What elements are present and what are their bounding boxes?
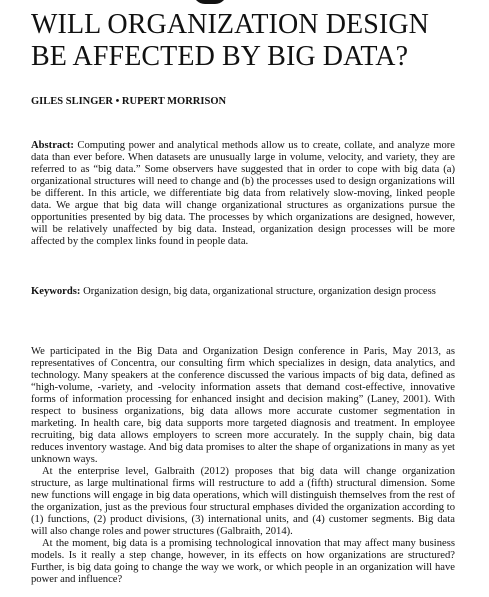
keywords-label: Keywords: bbox=[31, 286, 81, 297]
article-title: WILL ORGANIZATION DESIGN BE AFFECTED BY … bbox=[31, 9, 429, 72]
abstract-text: Computing power and analytical methods a… bbox=[31, 140, 455, 247]
abstract-label: Abstract: bbox=[31, 140, 74, 151]
body-paragraph-2: At the enterprise level, Galbraith (2012… bbox=[31, 466, 455, 537]
keywords-section: Keywords: Organization design, big data,… bbox=[31, 286, 455, 298]
abstract-section: Abstract: Computing power and analytical… bbox=[31, 140, 455, 248]
body-paragraph-3: At the moment, big data is a promising t… bbox=[31, 538, 455, 585]
decorative-header-mark bbox=[193, 0, 227, 4]
article-body: We participated in the Big Data and Orga… bbox=[31, 346, 455, 586]
keywords-text: Organization design, big data, organizat… bbox=[80, 286, 436, 297]
author-names: GILES SLINGER • RUPERT MORRISON bbox=[31, 96, 227, 107]
body-paragraph-1: We participated in the Big Data and Orga… bbox=[31, 346, 455, 465]
